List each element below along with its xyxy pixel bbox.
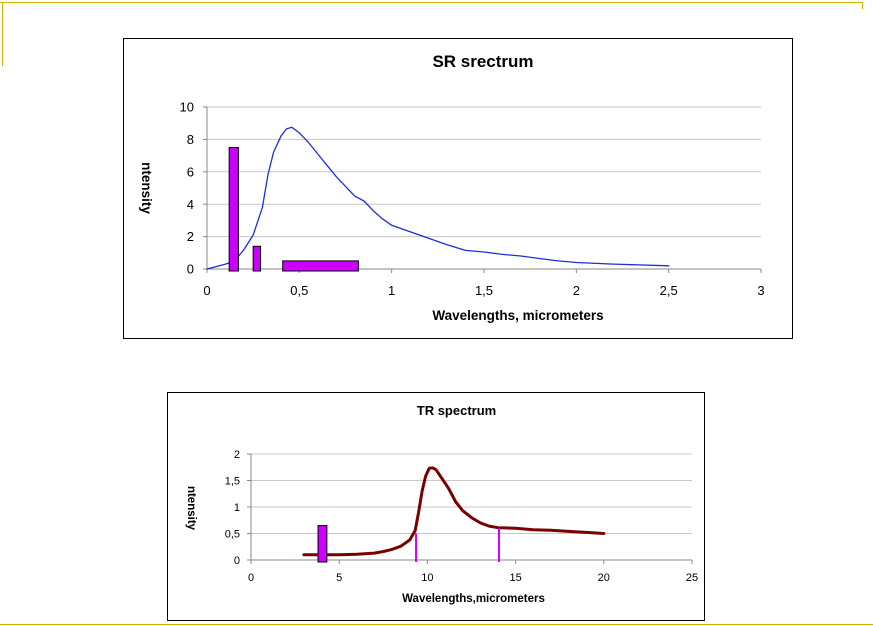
sr-wavelength-band bbox=[252, 245, 262, 272]
tr-y-tick-label: 0 bbox=[234, 555, 240, 567]
sr-x-tick-label: 1 bbox=[388, 283, 395, 298]
tr-chart-title: TR spectrum bbox=[417, 403, 496, 418]
sr-spectrum-chart: SR srectrum 0 2 4 6 8 10 0 0,5 1 1,5 2 2,5 3 Wavelengt… bbox=[123, 38, 793, 339]
slide-frame-left bbox=[2, 2, 3, 66]
tr-x-tick-label: 5 bbox=[336, 572, 342, 584]
slide-frame-top bbox=[0, 2, 862, 3]
tr-spectrum-chart: TR spectrum 0 0,5 1 1,5 2 0 5 10 15 20 25 Wavelength… bbox=[167, 392, 705, 621]
sr-spectrum-plot: SR srectrum 0 2 4 6 8 10 0 0,5 1 1,5 2 2,5 3 Wavelengt… bbox=[139, 52, 765, 323]
tr-y-tick-label: 0,5 bbox=[225, 528, 240, 540]
sr-y-tick-label: 10 bbox=[180, 100, 194, 115]
sr-x-tick-label: 0 bbox=[203, 283, 210, 298]
sr-x-tick-label: 1,5 bbox=[475, 283, 493, 298]
tr-y-tick-label: 2 bbox=[234, 449, 240, 461]
sr-x-tick-label: 3 bbox=[757, 283, 764, 298]
tr-y-tick-label: 1,5 bbox=[225, 475, 240, 487]
tr-wavelength-band bbox=[317, 525, 328, 563]
sr-y-tick-label: 4 bbox=[187, 197, 194, 212]
tr-wavelength-band bbox=[415, 533, 418, 562]
tr-x-tick-label: 20 bbox=[598, 572, 610, 584]
tr-x-tick-label: 0 bbox=[248, 572, 254, 584]
sr-spectrum-curve bbox=[206, 126, 670, 270]
tr-x-tick-label: 15 bbox=[509, 572, 521, 584]
sr-chart-title: SR srectrum bbox=[432, 52, 533, 71]
sr-y-tick-label: 8 bbox=[187, 132, 194, 147]
sr-x-tick-label: 0,5 bbox=[290, 283, 308, 298]
tr-wavelength-band bbox=[497, 528, 500, 562]
tr-x-tick-label: 25 bbox=[686, 572, 698, 584]
tr-y-axis-title: ntensity bbox=[185, 486, 197, 531]
sr-y-tick-label: 0 bbox=[187, 262, 194, 277]
sr-x-tick-label: 2 bbox=[573, 283, 580, 298]
tr-x-axis-title: Wavelengths,micrometers bbox=[402, 593, 545, 605]
sr-x-axis-title: Wavelengths, micrometers bbox=[432, 308, 603, 323]
slide-frame-right bbox=[862, 2, 863, 9]
sr-x-tick-label: 2,5 bbox=[660, 283, 678, 298]
tr-x-tick-label: 10 bbox=[421, 572, 433, 584]
sr-wavelength-band bbox=[282, 260, 359, 272]
tr-spectrum-curve bbox=[302, 466, 606, 557]
tr-y-tick-label: 1 bbox=[234, 502, 240, 514]
sr-y-tick-label: 6 bbox=[187, 164, 194, 179]
sr-y-axis-title: ntensity bbox=[139, 162, 154, 214]
sr-y-tick-label: 2 bbox=[187, 229, 194, 244]
slide-frame-bottom bbox=[0, 624, 873, 625]
sr-wavelength-band bbox=[228, 147, 239, 272]
